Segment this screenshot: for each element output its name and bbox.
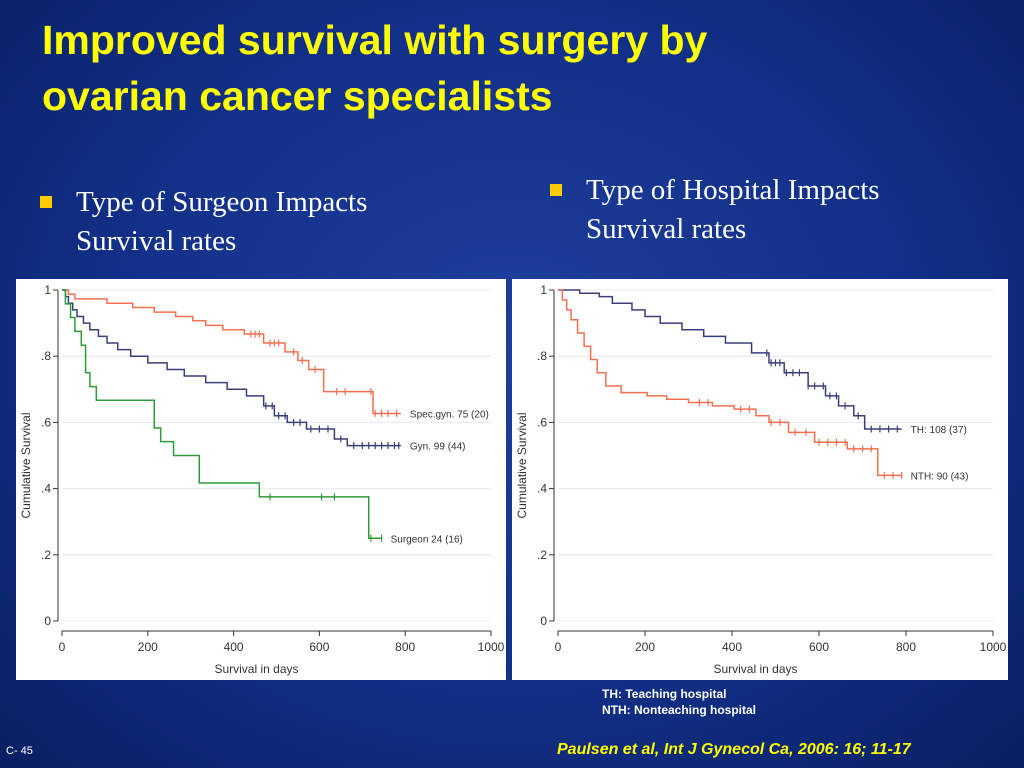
- hospital-footnote: TH: Teaching hospital NTH: Nonteaching h…: [602, 686, 756, 718]
- series-label: Gyn. 99 (44): [410, 442, 466, 453]
- survival-curve-0-1: [62, 289, 401, 447]
- series-label: Surgeon 24 (16): [391, 534, 463, 545]
- x-tick-label: 600: [309, 640, 329, 654]
- survival-curve-0-2: [62, 289, 382, 539]
- x-axis-label: Survival in days: [713, 662, 797, 676]
- x-tick-label: 1000: [980, 640, 1007, 654]
- survival-curve-1-0: [558, 289, 902, 430]
- slide-title: Improved survival with surgery by ovaria…: [42, 12, 992, 124]
- bullet-hospital-line-2: Survival rates: [586, 213, 747, 245]
- y-tick-label: 0: [540, 614, 547, 628]
- y-tick-label: .8: [41, 349, 51, 363]
- x-tick-label: 0: [555, 640, 562, 654]
- bullet-square-icon: [550, 184, 562, 196]
- bullet-square-icon: [40, 196, 52, 208]
- x-tick-label: 600: [809, 640, 829, 654]
- y-tick-label: .2: [537, 548, 547, 562]
- x-tick-label: 800: [896, 640, 916, 654]
- x-tick-label: 400: [722, 640, 742, 654]
- bullet-hospital-line-1: Type of Hospital Impacts: [586, 174, 880, 206]
- x-tick-label: 200: [138, 640, 158, 654]
- series-label: NTH: 90 (43): [911, 471, 969, 482]
- title-line-1: Improved survival with surgery by: [42, 17, 708, 63]
- surgeon-survival-plot: 0 .2 .4 .6 .8 1 0 200 400 600 800 1000 Survival in d…: [19, 283, 505, 676]
- x-tick-label: 400: [224, 640, 244, 654]
- series-label: TH: 108 (37): [911, 425, 967, 436]
- title-line-2: ovarian cancer specialists: [42, 73, 553, 119]
- slide-number: C- 45: [6, 745, 33, 757]
- y-axis-label: Cumulative Survival: [19, 412, 33, 518]
- bullet-surgeon: Type of Surgeon Impacts Survival rates: [40, 183, 520, 263]
- survival-curve-0-0: [62, 289, 401, 415]
- bullet-surgeon-line-1: Type of Surgeon Impacts: [76, 186, 368, 218]
- bullet-hospital: Type of Hospital Impacts Survival rates: [550, 171, 1024, 251]
- y-tick-label: .6: [41, 415, 51, 429]
- y-tick-label: 1: [44, 283, 51, 297]
- y-tick-label: .4: [537, 482, 547, 496]
- x-tick-label: 0: [59, 640, 66, 654]
- surgeon-survival-chart: 0 .2 .4 .6 .8 1 0 200 400 600 800 1000 Survival in d…: [16, 279, 506, 680]
- series-label: Spec.gyn. 75 (20): [410, 409, 489, 420]
- y-tick-label: .2: [41, 548, 51, 562]
- y-axis-label: Cumulative Survival: [515, 412, 529, 518]
- hospital-survival-plot: 0 .2 .4 .6 .8 1 0 200 400 600 800 1000 Survival in d…: [515, 283, 1007, 676]
- footnote-th: TH: Teaching hospital: [602, 687, 727, 701]
- x-tick-label: 200: [635, 640, 655, 654]
- citation: Paulsen et al, Int J Gynecol Ca, 2006: 1…: [557, 741, 911, 758]
- y-tick-label: 1: [540, 283, 547, 297]
- x-axis-label: Survival in days: [214, 662, 298, 676]
- y-tick-label: 0: [44, 614, 51, 628]
- survival-curve-1-1: [558, 289, 902, 477]
- bullet-hospital-text: Type of Hospital Impacts Survival rates: [586, 171, 880, 249]
- y-tick-label: .4: [41, 482, 51, 496]
- x-tick-label: 800: [395, 640, 415, 654]
- bullet-surgeon-text: Type of Surgeon Impacts Survival rates: [76, 183, 367, 261]
- bullet-surgeon-line-2: Survival rates: [76, 225, 237, 257]
- footnote-nth: NTH: Nonteaching hospital: [602, 703, 756, 717]
- hospital-survival-chart: 0 .2 .4 .6 .8 1 0 200 400 600 800 1000 Survival in d…: [512, 279, 1008, 680]
- y-tick-label: .6: [537, 415, 547, 429]
- x-tick-label: 1000: [478, 640, 505, 654]
- y-tick-label: .8: [537, 349, 547, 363]
